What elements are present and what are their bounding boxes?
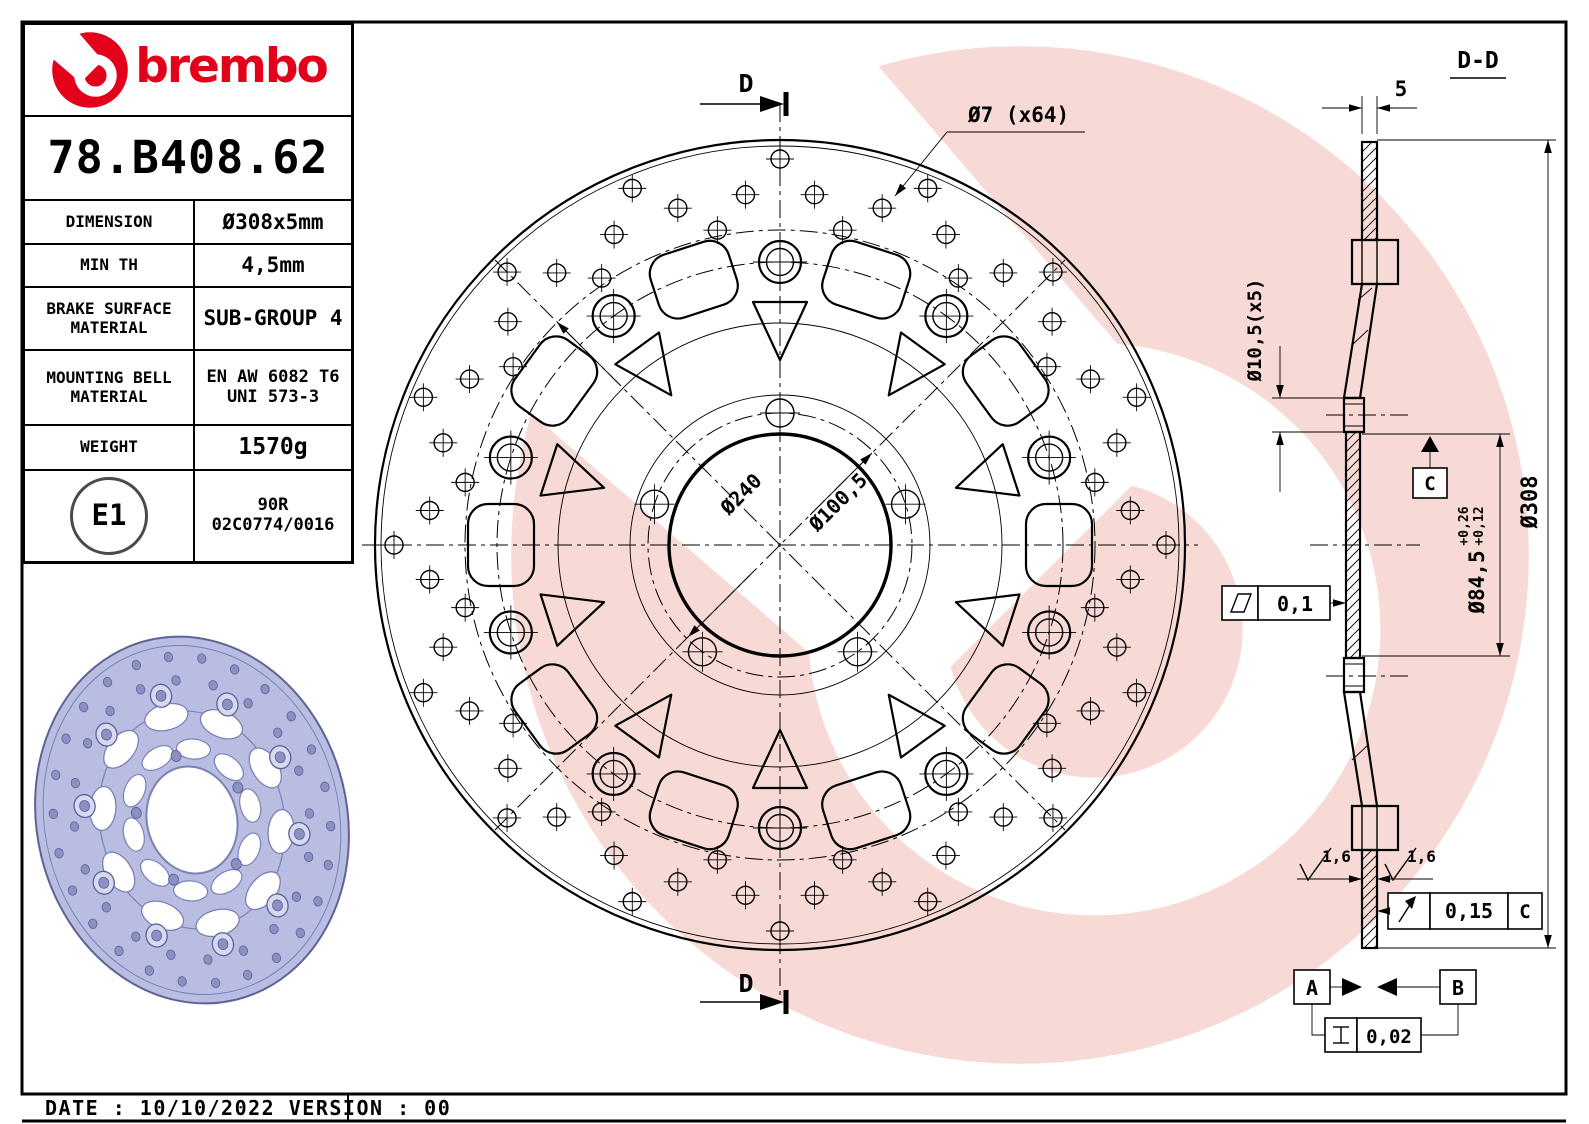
weight-label: WEIGHT (25, 424, 193, 469)
mounting-bell-label-line2: MATERIAL (70, 386, 148, 406)
bell-window (751, 300, 809, 362)
runout-value-box (1429, 892, 1509, 930)
bell-window (539, 593, 606, 647)
brake-surface-label: BRAKE SURFACE MATERIAL (25, 286, 193, 349)
datum-b-label: B (1452, 976, 1464, 1000)
bore-tol-upper-label: +0,26 (1457, 506, 1472, 545)
brand-logo: brembo (25, 25, 351, 115)
roughness-right-value: 1,6 (1407, 847, 1436, 866)
mounting-bell-label: MOUNTING BELL MATERIAL (25, 349, 193, 424)
runout-value: 0,15 (1445, 899, 1493, 923)
section-view-annotations: D-D 5 Ø10,5(x5) C 0,1 Ø84,5 +0,26 +0,12 (1221, 48, 1556, 1053)
footer-date: DATE : 10/10/2022 VERSION : 00 (45, 1096, 452, 1120)
band-window (821, 770, 912, 851)
band-inner-diameter-arrow (556, 321, 621, 386)
brembo-watermark-icon (437, 0, 1529, 1064)
runout-datum-box (1507, 892, 1543, 930)
bell-window (539, 443, 606, 497)
roughness-left-value: 1,6 (1322, 847, 1351, 866)
datum-a-label: A (1306, 976, 1318, 1000)
runout-datum-label: C (1519, 901, 1530, 923)
dimension-value: Ø308x5mm (193, 199, 351, 243)
bolt-circle-arrow-lower (687, 574, 751, 638)
brembo-wordmark: brembo (135, 38, 329, 94)
band-window (1024, 502, 1094, 588)
roughness-left-icon (1299, 847, 1332, 882)
datum-b-connector (1421, 1004, 1459, 1036)
bell-window (887, 331, 946, 397)
mounting-bell-value-line2: UNI 573-3 (226, 386, 320, 407)
band-window (821, 239, 912, 320)
section-view-drawing (1310, 140, 1420, 950)
weight-value: 1570g (193, 424, 351, 469)
mounting-bell-value: EN AW 6082 T6 UNI 573-3 (193, 349, 351, 424)
datum-c-label: C (1424, 473, 1435, 495)
band-window (648, 239, 739, 320)
parallelism-value: 0,02 (1366, 1026, 1412, 1048)
mounting-bell-label-line1: MOUNTING BELL (46, 368, 172, 388)
bell-hole-callout-label: Ø10,5(x5) (1244, 279, 1266, 383)
flatness-icon (1229, 593, 1253, 613)
flatness-symbol-box (1221, 585, 1259, 621)
title-block: brembo 78.B408.62 DIMENSION Ø308x5mm MIN… (22, 22, 354, 564)
dimension-label: DIMENSION (25, 199, 193, 243)
roughness-right-icon (1384, 847, 1417, 882)
hole-callout-leader (894, 131, 1085, 197)
bell-window (751, 728, 809, 790)
part-number: 78.B408.62 (25, 115, 351, 199)
parallelism-value-box (1356, 1017, 1422, 1053)
brake-surface-label-line1: BRAKE SURFACE (46, 299, 172, 319)
runout-icon-arrowhead (1405, 896, 1416, 909)
brake-surface-label-line2: MATERIAL (70, 317, 148, 337)
bore-diameter-label: Ø84,5 (1465, 550, 1489, 614)
bell-window (614, 693, 673, 759)
hole-callout-label: Ø7 (x64) (967, 103, 1069, 127)
datum-b-triangle-icon (1377, 978, 1397, 996)
bore-tol-lower-label: +0,12 (1472, 506, 1487, 545)
bolt-circle-arrow-upper (809, 452, 873, 516)
min-th-label: MIN TH (25, 243, 193, 286)
homologation-mark: E1 (25, 469, 193, 561)
flatness-value: 0,1 (1277, 592, 1313, 616)
homologation-value-line2: 02C0774/0016 (211, 515, 335, 535)
section-arrow-top-icon (760, 96, 784, 112)
datum-b-box (1439, 969, 1477, 1005)
section-title: D-D (1457, 48, 1499, 74)
datum-a-connector (1311, 1004, 1325, 1036)
bell-window (954, 593, 1021, 647)
datum-c-triangle-icon (1421, 436, 1439, 452)
mounting-bell-value-line1: EN AW 6082 T6 (206, 366, 340, 387)
band-window (510, 335, 599, 427)
brake-surface-value: SUB-GROUP 4 (193, 286, 351, 349)
section-arrow-bottom-icon (760, 994, 784, 1010)
homologation-value: 90R 02C0774/0016 (193, 469, 351, 561)
band-window (648, 770, 739, 851)
outer-diameter-label: Ø308 (1518, 476, 1543, 530)
datum-c-box (1412, 467, 1448, 499)
homologation-value-line1: 90R (257, 495, 289, 516)
min-th-value: 4,5mm (193, 243, 351, 286)
e1-mark-icon: E1 (70, 477, 148, 555)
disc-3d-render (34, 635, 350, 1005)
parallelism-icon (1333, 1026, 1349, 1044)
front-view-drawing (362, 104, 1198, 1000)
e1-mark-label: E1 (91, 498, 127, 533)
datum-a-triangle-icon (1342, 978, 1362, 996)
band-window (466, 502, 536, 588)
bell-window (614, 331, 673, 397)
section-marker-top-label: D (738, 69, 753, 98)
runout-symbol-box (1387, 892, 1431, 930)
bell-window (887, 693, 946, 759)
thickness-label: 5 (1395, 77, 1408, 101)
band-window (961, 663, 1050, 755)
band-window (961, 335, 1050, 427)
band-window (510, 663, 599, 755)
brembo-logo-icon (49, 29, 128, 108)
bell-window (954, 443, 1021, 497)
section-marker-bottom-label: D (738, 969, 753, 998)
